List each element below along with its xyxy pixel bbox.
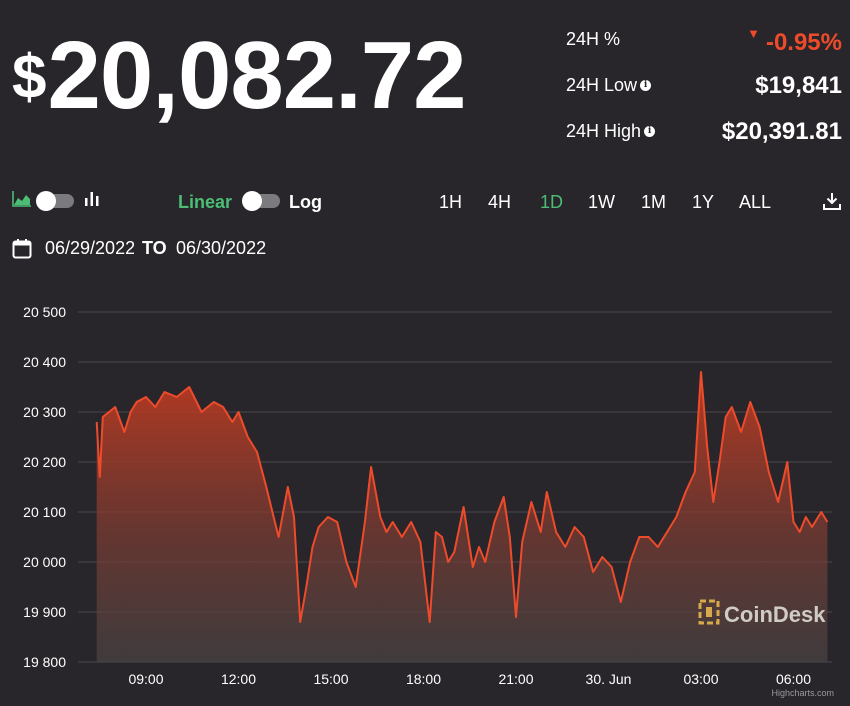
y-tick-label: 20 200 xyxy=(23,454,66,470)
calendar-icon[interactable] xyxy=(12,238,32,260)
date-to-label: TO xyxy=(142,238,167,258)
range-4h-button[interactable]: 4H xyxy=(488,192,512,212)
highcharts-credit[interactable]: Highcharts.com xyxy=(771,688,834,698)
range-1w-button[interactable]: 1W xyxy=(588,192,615,212)
price-chart[interactable]: 20 500 20 400 20 300 20 200 20 100 20 000 19 9… xyxy=(0,290,850,706)
x-tick-label: 21:00 xyxy=(498,671,533,687)
y-tick-label: 20 400 xyxy=(23,354,66,370)
toggle-knob xyxy=(36,191,56,211)
info-icon[interactable]: i xyxy=(644,126,656,137)
x-tick-label: 06:00 xyxy=(776,671,811,687)
down-triangle-icon: ▼ xyxy=(747,26,760,41)
date-to-input[interactable]: 06/30/2022 xyxy=(176,238,266,258)
y-axis-labels: 20 500 20 400 20 300 20 200 20 100 20 000 19 9… xyxy=(23,304,66,670)
stat-24h-percent-label: 24H % xyxy=(566,29,620,50)
stat-24h-high-value: $20,391.81 xyxy=(721,118,842,145)
stat-label-text: 24H % xyxy=(566,29,621,49)
chart-toolbar: Linear Log 1H 4H 1D 1W 1M 1Y ALL xyxy=(0,190,850,214)
date-from-input[interactable]: 06/29/2022 xyxy=(45,238,134,258)
stat-label-text: 24H High xyxy=(566,121,642,141)
x-tick-label: 09:00 xyxy=(128,671,163,687)
range-1h-button[interactable]: 1H xyxy=(439,192,463,212)
coindesk-logo-icon xyxy=(698,599,720,625)
price-value: 20,082.72 xyxy=(47,22,466,129)
stat-label-text: 24H Low xyxy=(566,75,638,95)
y-tick-label: 20 000 xyxy=(23,554,66,570)
current-price: $20,082.72 xyxy=(12,28,467,124)
stat-24h-low-value: $19,841 xyxy=(755,72,842,99)
chart-type-toggle[interactable] xyxy=(36,191,74,211)
y-tick-label: 19 900 xyxy=(23,604,66,620)
bar-chart-icon[interactable] xyxy=(84,190,100,208)
area-chart-icon[interactable] xyxy=(12,190,32,208)
x-tick-label: 12:00 xyxy=(221,671,256,687)
watermark-text: CoinDesk xyxy=(724,602,826,627)
stat-24h-percent-value: ▼ -0.95% xyxy=(747,26,842,57)
log-scale-label[interactable]: Log xyxy=(289,192,322,212)
toggle-knob xyxy=(242,191,262,211)
y-tick-label: 20 300 xyxy=(23,404,66,420)
x-tick-label: 15:00 xyxy=(313,671,348,687)
currency-symbol: $ xyxy=(12,43,46,112)
y-tick-label: 19 800 xyxy=(23,654,66,670)
x-tick-label: 30. Jun xyxy=(586,671,632,687)
y-tick-label: 20 500 xyxy=(23,304,66,320)
range-1y-button[interactable]: 1Y xyxy=(692,192,715,212)
stat-value-text: -0.95% xyxy=(765,29,842,56)
info-icon[interactable]: i xyxy=(640,80,652,91)
scale-toggle[interactable] xyxy=(242,191,280,211)
download-icon[interactable] xyxy=(822,191,842,211)
range-1m-button[interactable]: 1M xyxy=(641,192,667,212)
range-1d-button[interactable]: 1D xyxy=(540,192,564,212)
date-range: 06/29/2022 TO 06/30/2022 xyxy=(12,238,312,262)
stat-24h-low-label: 24H Low i xyxy=(566,75,652,96)
x-tick-label: 03:00 xyxy=(683,671,718,687)
x-axis-labels: 09:00 12:00 15:00 18:00 21:00 30. Jun 03:00 06:… xyxy=(128,671,811,687)
price-line xyxy=(95,371,829,623)
stat-24h-high-label: 24H High i xyxy=(566,121,656,142)
y-tick-label: 20 100 xyxy=(23,504,66,520)
linear-scale-label[interactable]: Linear xyxy=(178,192,233,212)
coindesk-watermark: CoinDesk xyxy=(698,599,826,627)
x-tick-label: 18:00 xyxy=(406,671,441,687)
range-all-button[interactable]: ALL xyxy=(739,192,772,212)
